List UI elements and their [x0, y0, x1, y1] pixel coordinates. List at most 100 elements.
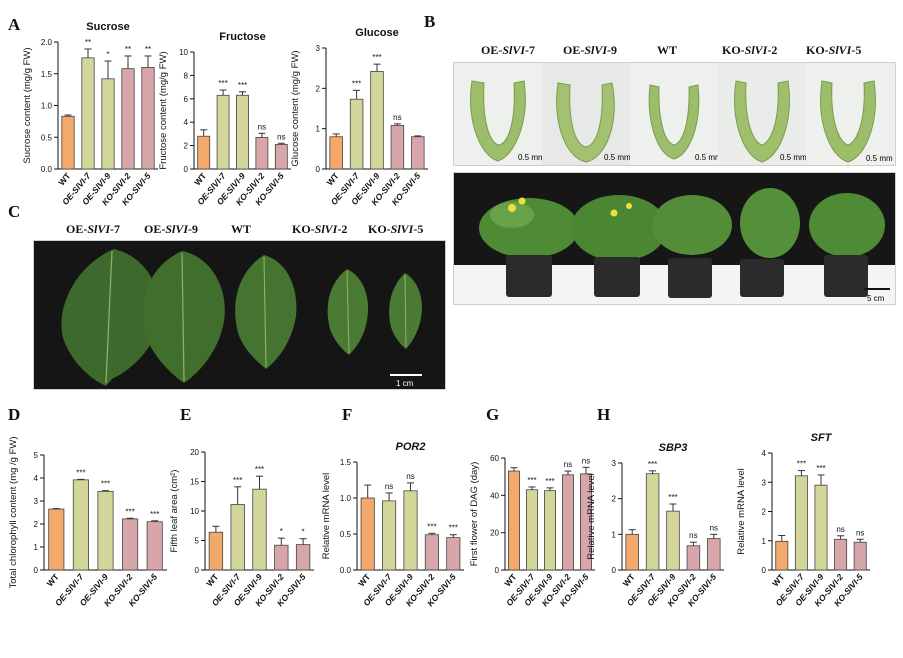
bar — [853, 541, 867, 571]
leaf-oe7 — [61, 249, 160, 386]
panel-label-f: F — [342, 405, 353, 424]
leaf-photo-graphic: 1 cm — [34, 241, 445, 389]
plant-wt — [652, 195, 732, 298]
y-tick-label: 40 — [490, 491, 499, 500]
chart-title: Sucrose — [86, 21, 129, 33]
y-tick-label: 1 — [34, 543, 39, 552]
significance-label: *** — [218, 79, 227, 88]
c-genotype-label: OE-SlVI-9 — [144, 222, 199, 236]
y-axis-label: Total chlorophyll content (mg /g FW) — [8, 436, 19, 588]
y-tick-label: 6 — [184, 95, 189, 104]
significance-label: ns — [277, 132, 285, 141]
y-axis-label: Relative mRNA level — [321, 473, 332, 560]
panel-label-e: E — [180, 405, 192, 424]
c-genotype-label: KO-SlVI-2 — [292, 222, 348, 236]
significance-label: * — [106, 50, 109, 59]
significance-label: ns — [393, 113, 401, 122]
panel-label-a: A — [8, 15, 21, 34]
significance-label: * — [302, 528, 305, 537]
y-tick-label: 4 — [762, 449, 767, 458]
significance-label: ns — [856, 528, 864, 537]
flower-scale-label: 0.5 mm — [780, 153, 807, 162]
y-tick-label: 0 — [316, 165, 321, 174]
significance-label: *** — [545, 477, 554, 486]
bar — [814, 484, 828, 571]
c-genotype-label: WT — [231, 222, 252, 236]
y-axis-label: Relative mRNA level — [736, 468, 747, 555]
y-tick-label: 1.5 — [41, 70, 53, 79]
y-tick-label: 1.0 — [340, 494, 352, 503]
y-tick-label: 3 — [762, 478, 767, 487]
bar — [794, 475, 808, 571]
significance-label: *** — [150, 510, 159, 519]
y-tick-label: 1 — [612, 530, 617, 539]
y-axis-label: First flower of DAG (day) — [469, 462, 480, 567]
y-tick-label: 2 — [34, 520, 39, 529]
bar — [834, 538, 848, 571]
significance-label: *** — [352, 79, 361, 88]
significance-label: *** — [125, 507, 134, 516]
significance-label: *** — [668, 493, 677, 502]
y-tick-label: 2 — [612, 495, 617, 504]
y-tick-label: 3 — [34, 497, 39, 506]
flower-oe7: 0.5 mm — [454, 63, 545, 165]
plant-oe7 — [479, 197, 579, 297]
y-tick-label: 0.5 — [340, 530, 352, 539]
significance-label: ** — [85, 38, 91, 47]
significance-label: ** — [145, 45, 151, 54]
y-tick-label: 2.0 — [41, 38, 53, 47]
leaf-oe9 — [142, 251, 225, 383]
leaf-ko5 — [389, 273, 422, 349]
leaf-scale-label: 1 cm — [396, 379, 414, 388]
y-tick-label: 15 — [190, 478, 199, 487]
plant-scale-label: 5 cm — [867, 294, 885, 303]
y-tick-label: 4 — [34, 474, 39, 483]
significance-label: *** — [648, 460, 657, 469]
chart-title: POR2 — [396, 441, 426, 453]
y-tick-label: 8 — [184, 71, 189, 80]
panel-label-c: C — [8, 202, 21, 221]
panel-label-b: B — [424, 12, 436, 31]
y-tick-label: 0 — [495, 566, 500, 575]
significance-label: *** — [372, 53, 381, 62]
significance-label: ns — [564, 460, 572, 469]
y-axis-label: Glucose content (mg/g FW) — [290, 50, 301, 166]
y-tick-label: 3 — [612, 459, 617, 468]
significance-label: *** — [449, 524, 458, 533]
significance-label: *** — [238, 81, 247, 90]
c-genotype-label: KO-SlVI-5 — [368, 222, 424, 236]
panel-label-g: G — [486, 405, 500, 424]
significance-label: *** — [816, 464, 825, 473]
y-axis-label: Fifth leaf area (cm²) — [169, 470, 180, 553]
b-genotype-label: KO-SlVI-5 — [806, 43, 862, 57]
y-tick-label: 20 — [190, 448, 199, 457]
flower-ko5: 0.5 mm — [806, 63, 895, 165]
y-tick-label: 60 — [490, 454, 499, 463]
y-tick-label: 2 — [316, 84, 321, 93]
b-genotype-label: WT — [657, 43, 678, 57]
significance-label: ns — [258, 122, 266, 131]
flower-photos: 0.5 mm 0.5 mm 0.5 mm 0.5 mm 0.5 mm — [454, 63, 895, 165]
flower-scale-label: 0.5 mm — [518, 153, 545, 162]
y-tick-label: 0.0 — [340, 566, 352, 575]
chart-title: SBP3 — [659, 442, 688, 454]
flower-scale-label: 0.5 mm — [604, 153, 631, 162]
y-tick-label: 0.5 — [41, 133, 53, 142]
plant-photo: 5 cm — [453, 172, 896, 305]
plant-ko5 — [809, 193, 885, 297]
panel-label-d: D — [8, 405, 21, 424]
y-tick-label: 0 — [612, 566, 617, 575]
y-tick-label: 0 — [34, 566, 39, 575]
significance-label: *** — [233, 476, 242, 485]
y-axis-label: Sucrose content (mg/g FW) — [22, 47, 33, 163]
leaf-photo: 1 cm — [33, 240, 446, 390]
chart-title: Glucose — [355, 27, 398, 39]
flower-ko2: 0.5 mm — [718, 63, 807, 165]
y-tick-label: 1 — [762, 537, 767, 546]
y-axis-label: Fructose content (mg/g FW) — [158, 51, 169, 169]
